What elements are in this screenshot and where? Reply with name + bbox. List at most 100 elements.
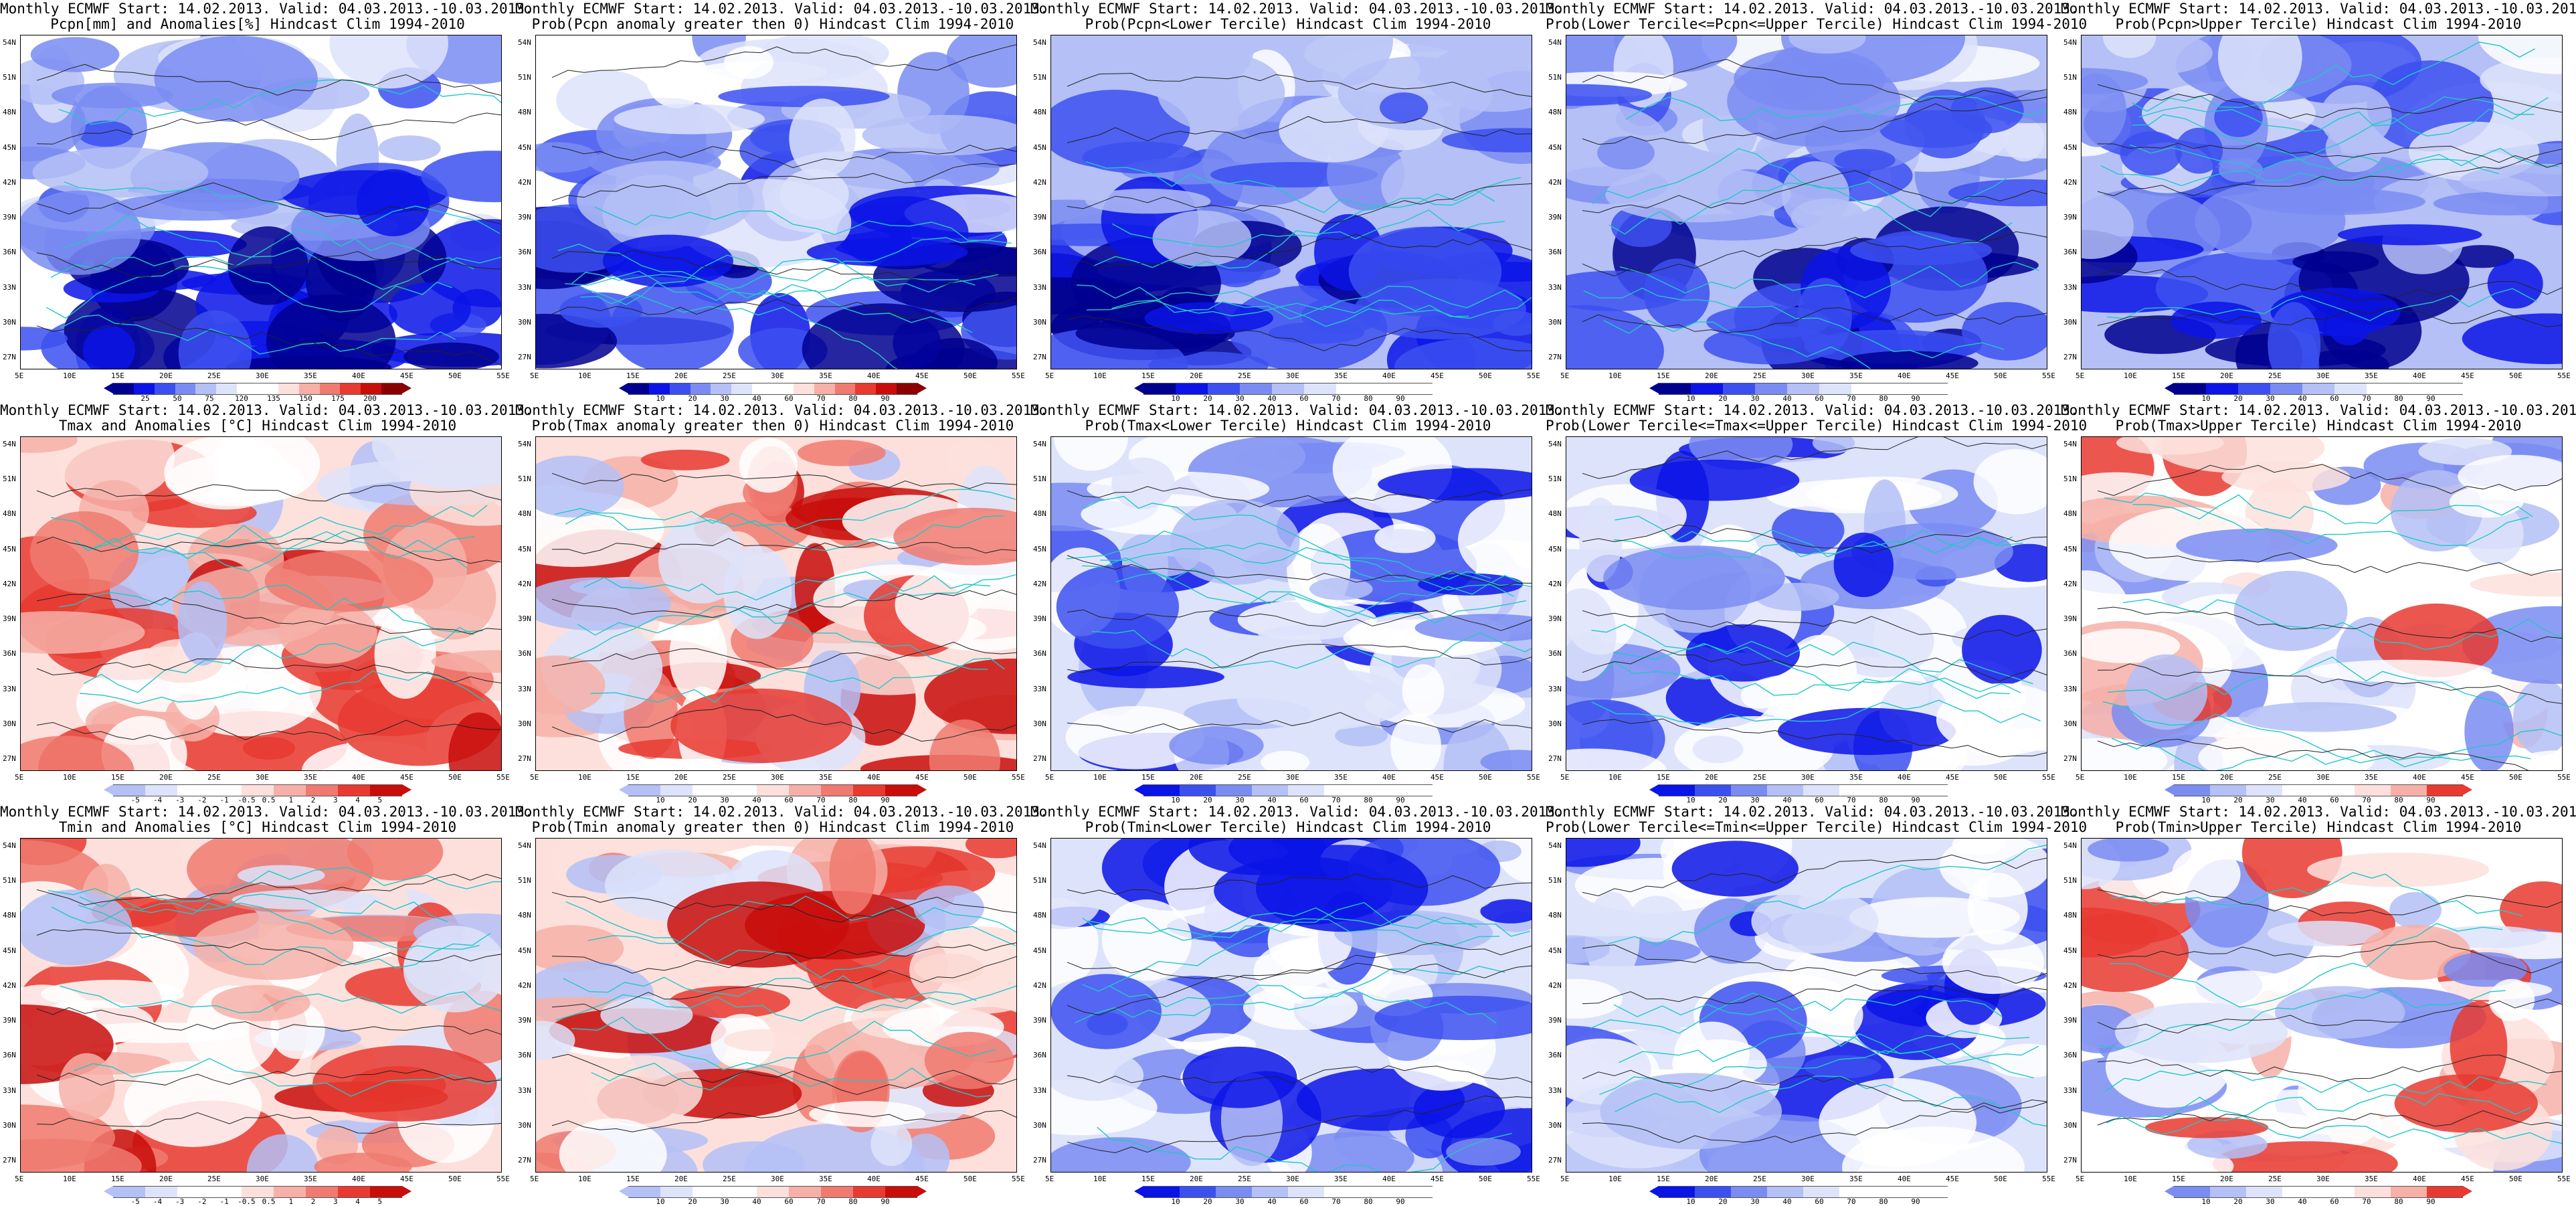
shade-blob <box>2460 164 2562 197</box>
shade-blob <box>312 1045 497 1122</box>
x-tick-label: 15E <box>2172 371 2185 380</box>
x-tick-label: 55E <box>1527 371 1540 380</box>
shade-blob <box>2175 127 2223 174</box>
colorbar-label: 90 <box>1396 1197 1405 1206</box>
y-tick-label: 30N <box>1033 1120 1046 1130</box>
colorbar-swatch <box>209 1186 242 1198</box>
colorbar-swatch <box>209 784 242 796</box>
map-shading <box>21 437 501 770</box>
colorbar-swatch <box>133 383 155 395</box>
x-tick-label: 45E <box>2461 773 2474 782</box>
x-tick-label: 15E <box>626 371 640 380</box>
x-tick-label: 5E <box>530 371 539 380</box>
coastline <box>1097 1126 1512 1172</box>
y-tick-label: 42N <box>3 177 16 187</box>
colorbar-label: 90 <box>1911 1197 1920 1206</box>
colorbar-swatch <box>1695 784 1731 796</box>
y-tick-label: 54N <box>3 440 16 448</box>
x-tick-label: 30E <box>1801 371 1815 380</box>
colorbar-swatch <box>2246 784 2282 796</box>
shade-blob <box>1727 55 1901 147</box>
x-tick-label: 30E <box>256 1175 269 1183</box>
map-panel-pcpn-prob-middle: Monthly ECMWF Start: 14.02.2013. Valid: … <box>1546 0 2088 403</box>
colorbar-label: 25 <box>141 394 150 403</box>
y-tick-label: 30N <box>3 317 16 327</box>
coastline <box>62 214 501 290</box>
coastline <box>591 1021 996 1091</box>
map-shading <box>21 839 501 1172</box>
shade-blob <box>264 550 434 612</box>
coastline <box>1083 496 1514 597</box>
coastline <box>2105 1069 2547 1094</box>
colorbar-high-arrow <box>1948 383 1957 394</box>
y-tick-label: 27N <box>3 754 16 763</box>
colorbar-label: 70 <box>1847 1197 1856 1206</box>
contour-line <box>36 594 501 635</box>
contour-line <box>551 297 1016 319</box>
colorbar-swatch <box>177 784 209 796</box>
contour-line <box>2097 547 2562 576</box>
y-tick-label: 48N <box>1033 509 1046 519</box>
x-tick-label: 20E <box>159 371 173 380</box>
shade-blob <box>21 437 78 453</box>
y-tick-label: 30N <box>1548 317 1562 327</box>
shade-blob <box>559 1118 667 1172</box>
y-tick-label: 27N <box>3 353 16 361</box>
coastline <box>83 626 474 693</box>
x-tick-label: 50E <box>1994 773 2007 782</box>
colorbar-swatch <box>1875 784 1912 796</box>
colorbar-high-arrow <box>1948 784 1957 795</box>
colorbar-label: 10 <box>656 796 665 804</box>
shade-blob <box>829 839 876 914</box>
colorbar-swatch <box>1368 383 1400 395</box>
y-tick-label: 33N <box>3 684 16 693</box>
x-tick-label: 15E <box>1657 1175 1670 1183</box>
colorbar-label: 80 <box>848 1197 858 1206</box>
colorbar-label: 40 <box>2298 394 2307 403</box>
contour-line <box>1067 942 1532 981</box>
panel-title-line2: Prob(Lower Tercile<=Pcpn<=Upper Tercile)… <box>1546 16 2088 32</box>
map-shading <box>2082 437 2562 770</box>
x-tick-label: 10E <box>578 371 591 380</box>
colorbar <box>1649 383 1957 395</box>
panel-title-line2: Prob(Pcpn<Lower Tercile) Hindcast Clim 1… <box>1085 16 1491 32</box>
shade-blob <box>1603 545 1785 610</box>
shade-blob <box>2310 659 2492 683</box>
colorbar-label: 80 <box>1879 394 1888 403</box>
colorbar-low-arrow <box>619 1186 628 1197</box>
colorbar-swatch <box>693 784 725 796</box>
shade-blob <box>1335 724 1388 747</box>
colorbar-label: 1 <box>288 1197 294 1206</box>
y-tick-label: 30N <box>3 1120 16 1130</box>
shade-blob <box>1414 614 1532 642</box>
y-tick-label: 36N <box>2063 1051 2077 1060</box>
y-tick-label: 27N <box>2063 1156 2077 1165</box>
panel-title-line2: Prob(Pcpn anomaly greater then 0) Hindca… <box>531 16 1014 32</box>
x-tick-label: 50E <box>1994 371 2007 380</box>
shade-blob <box>1338 56 1493 131</box>
y-tick-label: 51N <box>3 876 16 885</box>
map-shading <box>1051 35 1532 369</box>
colorbar-label: 90 <box>2426 1197 2435 1206</box>
colorbar-low-arrow <box>104 1186 113 1197</box>
x-tick-label: 25E <box>2268 371 2282 380</box>
shade-blob <box>1446 1138 1521 1166</box>
colorbar-label: 10 <box>1171 1197 1180 1206</box>
x-tick-label: 55E <box>1527 1175 1540 1183</box>
x-tick-label: 30E <box>1801 1175 1815 1183</box>
y-tick-label: 30N <box>1033 317 1046 327</box>
colorbar-swatch <box>2427 1186 2463 1198</box>
colorbar-swatch <box>2206 383 2238 395</box>
contour-line <box>551 44 1016 78</box>
map-field <box>535 838 1017 1173</box>
colorbar-swatch <box>757 784 789 796</box>
x-tick-label: 25E <box>723 371 736 380</box>
shade-blob <box>1480 899 1532 924</box>
x-tick-label: 5E <box>2076 371 2085 380</box>
contour-line <box>36 658 501 684</box>
shade-blob <box>2320 85 2392 149</box>
y-tick-label: 54N <box>1548 38 1562 47</box>
y-tick-label: 33N <box>2063 684 2077 693</box>
map-shading <box>1566 839 2047 1172</box>
shade-blob <box>2214 98 2263 137</box>
